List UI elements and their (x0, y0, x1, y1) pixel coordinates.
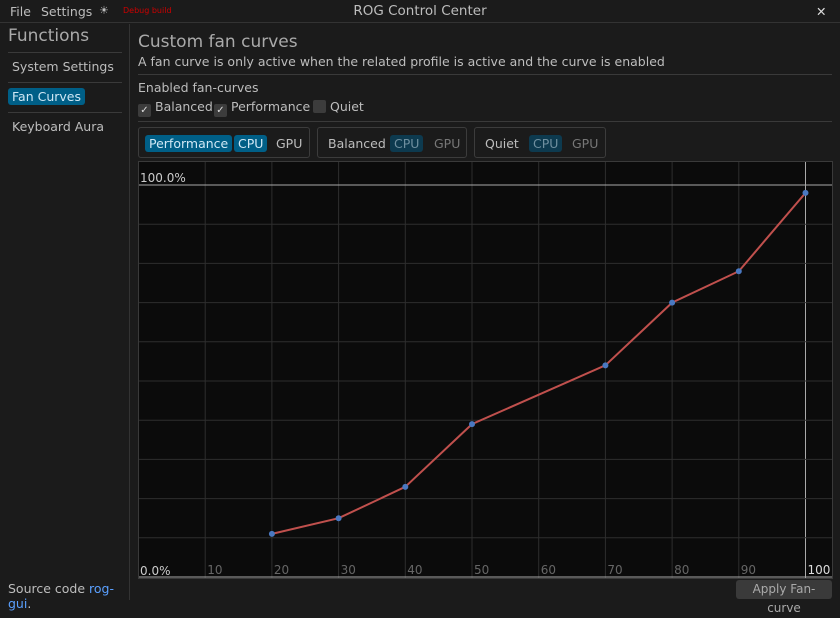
x-tick-label: 70 (607, 563, 622, 577)
checkbox-label: Performance (231, 99, 311, 114)
fan-curve-line (271, 192, 807, 535)
performance-cpu-tab[interactable]: CPU (234, 135, 268, 152)
debug-label: Debug build (123, 6, 172, 15)
performance-group: Performance CPU GPU (138, 127, 310, 158)
y-top-label: 100.0% (140, 171, 186, 185)
curve-point[interactable] (268, 530, 275, 537)
check-icon: ✓ (138, 104, 151, 117)
source-prefix: Source code (8, 581, 90, 596)
curve-point[interactable] (335, 515, 342, 522)
balanced-group: Balanced CPU GPU (317, 127, 467, 158)
profile-balanced[interactable]: Balanced (328, 136, 386, 151)
curve-point[interactable] (802, 189, 809, 196)
balanced-cpu-tab[interactable]: CPU (390, 135, 424, 152)
checkbox-label: Quiet (330, 99, 364, 114)
check-icon: ✓ (214, 104, 227, 117)
x-tick-label: 20 (274, 563, 289, 577)
quiet-cpu-tab[interactable]: CPU (529, 135, 563, 152)
profile-performance[interactable]: Performance (145, 135, 233, 152)
checkbox-performance[interactable]: ✓ Performance (214, 99, 310, 117)
x-tick-label: 30 (341, 563, 356, 577)
fan-curve-plot[interactable]: 10 20 30 40 50 60 70 80 90 100 100.0% 0.0% (0, 0, 840, 600)
sun-icon[interactable]: ☀ (99, 4, 109, 17)
menu-bar: File Settings ☀ Debug build ROG Control … (0, 0, 840, 23)
sidebar-item-keyboard-aura[interactable]: Keyboard Aura (12, 119, 105, 134)
curve-point[interactable] (469, 421, 475, 428)
x-tick-label: 50 (474, 563, 489, 577)
quiet-group: Quiet CPU GPU (474, 127, 606, 158)
menu-settings[interactable]: Settings (41, 4, 93, 19)
x-tick-label: 100 (808, 563, 831, 577)
profile-quiet[interactable]: Quiet (485, 136, 519, 151)
close-icon[interactable]: ✕ (816, 4, 827, 19)
x-tick-label: 90 (741, 563, 756, 577)
quiet-gpu-tab[interactable]: GPU (572, 136, 599, 151)
curve-point[interactable] (402, 483, 409, 490)
page-description: A fan curve is only active when the rela… (138, 54, 665, 69)
checkbox-box (313, 100, 326, 113)
x-tick-label: 40 (407, 563, 422, 577)
apply-fan-curve-button[interactable]: Apply Fan-curve (736, 580, 832, 615)
x-tick-label: 60 (541, 563, 556, 577)
checkbox-balanced[interactable]: ✓ Balanced (138, 99, 213, 117)
balanced-gpu-tab[interactable]: GPU (434, 136, 461, 151)
curve-point[interactable] (669, 299, 676, 306)
checkbox-quiet[interactable]: Quiet (313, 99, 364, 114)
x-tick-label: 10 (207, 563, 222, 577)
y-bottom-label: 0.0% (140, 564, 171, 578)
window-title: ROG Control Center (353, 3, 487, 19)
performance-gpu-tab[interactable]: GPU (276, 136, 303, 151)
curve-point[interactable] (735, 268, 742, 275)
sidebar-item-system-settings[interactable]: System Settings (12, 59, 114, 74)
sidebar: Functions System Settings Fan Curves Key… (0, 24, 130, 611)
checkbox-label: Balanced (155, 99, 213, 114)
menu-file[interactable]: File (10, 4, 31, 19)
x-tick-label: 80 (674, 563, 689, 577)
page-title: Custom fan curves (138, 32, 298, 52)
sidebar-heading: Functions (8, 26, 90, 46)
sidebar-item-fan-curves[interactable]: Fan Curves (8, 88, 85, 105)
curve-point[interactable] (602, 362, 609, 369)
enabled-label: Enabled fan-curves (138, 80, 259, 95)
